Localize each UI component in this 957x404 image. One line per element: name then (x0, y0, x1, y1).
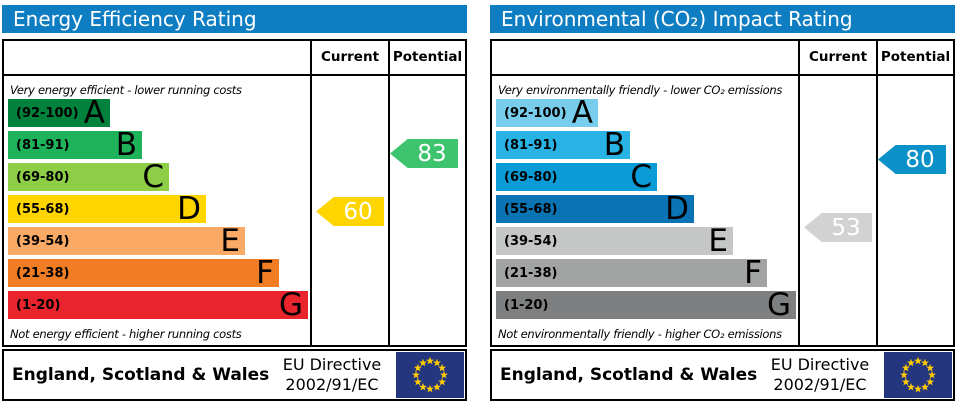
current-column-divider (310, 41, 312, 345)
band-row-g: (1-20) G (8, 287, 308, 323)
band-range-label: (69-80) (504, 169, 558, 185)
band-row-d: (55-68) D (496, 191, 796, 227)
band-letter: G (278, 287, 303, 323)
bottom-note: Not environmentally friendly - higher CO… (498, 327, 782, 341)
band-row-a: (92-100) A (8, 95, 308, 131)
eu-directive-line2: 2002/91/EC (773, 375, 867, 394)
header-divider-line (492, 74, 953, 76)
band-range-label: (1-20) (504, 297, 549, 313)
band-row-f: (21-38) F (8, 255, 308, 291)
band-bar-g: (1-20) G (496, 287, 796, 323)
band-range-label: (39-54) (504, 233, 558, 249)
current-rating-arrow: 53 (804, 213, 872, 242)
potential-rating-value: 83 (417, 140, 447, 167)
band-range-label: (39-54) (16, 233, 70, 249)
band-bar-g: (1-20) G (8, 287, 308, 323)
band-letter: B (115, 127, 137, 163)
band-bar-a: (92-100) A (496, 95, 598, 131)
current-rating-value: 53 (831, 214, 861, 241)
potential-rating-arrow: 80 (878, 145, 946, 174)
band-bar-d: (55-68) D (8, 191, 206, 227)
band-bar-b: (81-91) B (8, 127, 142, 163)
band-row-f: (21-38) F (496, 255, 796, 291)
environmental-rating-table: Current Potential Very environmentally f… (490, 39, 955, 347)
potential-column-header: Potential (392, 49, 463, 65)
band-bar-c: (69-80) C (8, 159, 169, 195)
bottom-note: Not energy efficient - higher running co… (10, 327, 242, 341)
band-letter: F (744, 255, 762, 291)
eu-directive-label: EU Directive 2002/91/EC (273, 355, 391, 395)
band-range-label: (81-91) (16, 137, 70, 153)
band-letter: C (630, 159, 652, 195)
region-label: England, Scotland & Wales (12, 365, 270, 385)
band-range-label: (69-80) (16, 169, 70, 185)
band-letter: E (220, 223, 240, 259)
band-letter: A (83, 95, 105, 131)
band-letter: C (142, 159, 164, 195)
band-range-label: (55-68) (504, 201, 558, 217)
band-row-c: (69-80) C (8, 159, 308, 195)
band-bar-b: (81-91) B (496, 127, 630, 163)
energy-efficiency-title: Energy Efficiency Rating (2, 5, 467, 33)
potential-column-divider (876, 41, 878, 345)
header-divider-line (4, 74, 465, 76)
band-row-c: (69-80) C (496, 159, 796, 195)
band-list: (92-100) A (81-91) B (69-80) C (55-68) D (39-54)… (496, 95, 796, 323)
current-column-header: Current (808, 49, 868, 65)
region-label: England, Scotland & Wales (500, 365, 758, 385)
band-row-b: (81-91) B (8, 127, 308, 163)
current-rating-arrow: 60 (316, 197, 384, 226)
current-column-header: Current (320, 49, 380, 65)
eu-directive-line1: EU Directive (770, 355, 870, 374)
band-bar-a: (92-100) A (8, 95, 110, 131)
band-range-label: (81-91) (504, 137, 558, 153)
panel-footer: England, Scotland & Wales EU Directive 2… (2, 349, 467, 401)
panel-footer: England, Scotland & Wales EU Directive 2… (490, 349, 955, 401)
band-row-e: (39-54) E (496, 223, 796, 259)
band-bar-f: (21-38) F (496, 255, 767, 291)
band-bar-e: (39-54) E (8, 223, 245, 259)
eu-flag-icon (396, 352, 464, 398)
band-range-label: (92-100) (16, 105, 79, 121)
band-letter: F (256, 255, 274, 291)
potential-column-header: Potential (880, 49, 951, 65)
energy-rating-table: Current Potential Very energy efficient … (2, 39, 467, 347)
potential-rating-value: 80 (905, 146, 935, 173)
band-bar-c: (69-80) C (496, 159, 657, 195)
environmental-impact-panel: Environmental (CO₂) Impact Rating Curren… (490, 5, 955, 401)
band-bar-f: (21-38) F (8, 255, 279, 291)
band-range-label: (92-100) (504, 105, 567, 121)
current-rating-value: 60 (343, 198, 373, 225)
band-letter: D (177, 191, 201, 227)
top-note: Very energy efficient - lower running co… (10, 83, 242, 97)
band-list: (92-100) A (81-91) B (69-80) C (55-68) D (39-54)… (8, 95, 308, 323)
band-range-label: (55-68) (16, 201, 70, 217)
band-range-label: (1-20) (16, 297, 61, 313)
band-row-a: (92-100) A (496, 95, 796, 131)
environmental-impact-title: Environmental (CO₂) Impact Rating (490, 5, 955, 33)
band-letter: E (708, 223, 728, 259)
band-letter: A (571, 95, 593, 131)
band-bar-d: (55-68) D (496, 191, 694, 227)
eu-directive-label: EU Directive 2002/91/EC (761, 355, 879, 395)
band-range-label: (21-38) (16, 265, 70, 281)
eu-directive-line2: 2002/91/EC (285, 375, 379, 394)
band-letter: B (603, 127, 625, 163)
eu-flag-icon (884, 352, 952, 398)
potential-column-divider (388, 41, 390, 345)
band-row-d: (55-68) D (8, 191, 308, 227)
band-bar-e: (39-54) E (496, 223, 733, 259)
potential-rating-arrow: 83 (390, 139, 458, 168)
band-letter: D (665, 191, 689, 227)
eu-directive-line1: EU Directive (282, 355, 382, 374)
band-row-g: (1-20) G (496, 287, 796, 323)
energy-efficiency-panel: Energy Efficiency Rating Current Potenti… (2, 5, 467, 401)
top-note: Very environmentally friendly - lower CO… (498, 83, 783, 97)
band-range-label: (21-38) (504, 265, 558, 281)
band-row-b: (81-91) B (496, 127, 796, 163)
band-letter: G (766, 287, 791, 323)
current-column-divider (798, 41, 800, 345)
band-row-e: (39-54) E (8, 223, 308, 259)
